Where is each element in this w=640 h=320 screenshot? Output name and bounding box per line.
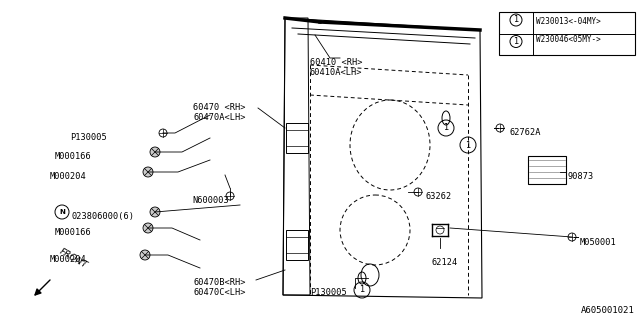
Text: 60470 <RH>: 60470 <RH> xyxy=(193,103,246,112)
Text: 1: 1 xyxy=(513,37,518,46)
Text: 62762A: 62762A xyxy=(510,128,541,137)
Text: P130005: P130005 xyxy=(70,133,107,142)
Text: W230046<05MY->: W230046<05MY-> xyxy=(536,36,601,44)
Bar xyxy=(528,156,566,184)
Text: A605001021: A605001021 xyxy=(581,306,635,315)
Text: 60470A<LH>: 60470A<LH> xyxy=(193,113,246,122)
Text: 1: 1 xyxy=(360,285,365,294)
Circle shape xyxy=(140,250,150,260)
Text: 60410 <RH>: 60410 <RH> xyxy=(310,58,362,67)
Bar xyxy=(286,230,308,260)
Text: 60470C<LH>: 60470C<LH> xyxy=(193,288,246,297)
Text: 1: 1 xyxy=(465,140,470,149)
Text: M000166: M000166 xyxy=(55,228,92,237)
Text: 63262: 63262 xyxy=(425,192,451,201)
Text: 023806000(6): 023806000(6) xyxy=(71,212,134,221)
Circle shape xyxy=(143,223,153,233)
Text: 1: 1 xyxy=(513,15,518,25)
Text: M050001: M050001 xyxy=(580,238,617,247)
Bar xyxy=(499,12,635,55)
Text: P130005: P130005 xyxy=(310,288,347,297)
Circle shape xyxy=(150,147,160,157)
Text: 60410A<LH>: 60410A<LH> xyxy=(310,68,362,77)
Text: M000204: M000204 xyxy=(50,172,87,181)
Text: 90873: 90873 xyxy=(567,172,593,181)
Text: 62124: 62124 xyxy=(432,258,458,267)
Circle shape xyxy=(143,167,153,177)
Text: W230013<-04MY>: W230013<-04MY> xyxy=(536,17,601,26)
Text: FRONT: FRONT xyxy=(58,247,89,270)
Text: M000204: M000204 xyxy=(50,255,87,264)
Text: N600003: N600003 xyxy=(192,196,228,205)
Text: N: N xyxy=(59,209,65,215)
Text: 60470B<RH>: 60470B<RH> xyxy=(193,278,246,287)
Text: 1: 1 xyxy=(444,124,449,132)
Bar xyxy=(286,123,308,153)
Circle shape xyxy=(150,207,160,217)
Text: M000166: M000166 xyxy=(55,152,92,161)
